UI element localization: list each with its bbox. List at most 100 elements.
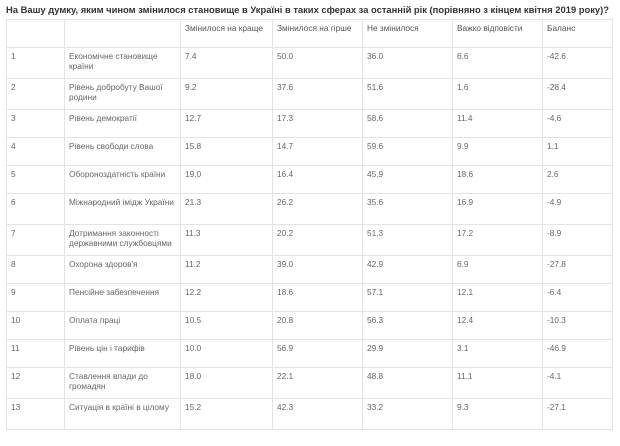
column-header-worse: Змінилося на гірше: [272, 19, 363, 48]
table-row: 6 Міжнародний імідж України 21.3 26.2 35.6 16…: [6, 193, 613, 225]
row-number: 10: [6, 311, 65, 340]
same-cell: 56.3: [362, 311, 453, 340]
table-row: 10 Оплата праці 10.5 20.8 56.3 12.4 -10.3: [6, 311, 613, 340]
hard-cell: 3.1: [452, 339, 543, 368]
same-cell: 51.3: [362, 224, 453, 256]
better-cell: 15.2: [180, 398, 273, 430]
row-number: 9: [6, 283, 65, 312]
same-cell: 36.0: [362, 47, 453, 79]
same-cell: 35.6: [362, 193, 453, 225]
sphere-cell: Ситуація в країні в цілому: [64, 398, 181, 430]
row-number: 1: [6, 47, 65, 79]
balance-cell: -4.9: [542, 193, 613, 225]
better-cell: 7.4: [180, 47, 273, 79]
same-cell: 59.6: [362, 137, 453, 166]
better-cell: 12.7: [180, 109, 273, 138]
hard-cell: 9.9: [452, 137, 543, 166]
table-row: 13 Ситуація в країні в цілому 15.2 42.3 33.2…: [6, 398, 613, 430]
hard-cell: 11.4: [452, 109, 543, 138]
column-header-better: Змінилося на краще: [180, 19, 273, 48]
worse-cell: 20.2: [272, 224, 363, 256]
table-header-row: Змінилося на краще Змінилося на гірше Не…: [6, 19, 613, 48]
better-cell: 18.0: [180, 367, 273, 399]
column-header: [64, 19, 181, 48]
same-cell: 33.2: [362, 398, 453, 430]
row-number: 5: [6, 165, 65, 194]
row-number: 11: [6, 339, 65, 368]
balance-cell: -10.3: [542, 311, 613, 340]
worse-cell: 50.0: [272, 47, 363, 79]
better-cell: 15.8: [180, 137, 273, 166]
column-header-hard: Важко відповісти: [452, 19, 543, 48]
worse-cell: 37.6: [272, 78, 363, 110]
balance-cell: 2.6: [542, 165, 613, 194]
hard-cell: 18.6: [452, 165, 543, 194]
results-table: Змінилося на краще Змінилося на гірше Не…: [6, 19, 613, 430]
sphere-cell: Рівень добробуту Вашої родини: [64, 78, 181, 110]
better-cell: 11.2: [180, 255, 273, 284]
same-cell: 57.1: [362, 283, 453, 312]
column-header: [6, 19, 65, 48]
hard-cell: 12.1: [452, 283, 543, 312]
row-number: 13: [6, 398, 65, 430]
sphere-cell: Ставлення влади до громадян: [64, 367, 181, 399]
hard-cell: 12.4: [452, 311, 543, 340]
row-number: 6: [6, 193, 65, 225]
worse-cell: 14.7: [272, 137, 363, 166]
same-cell: 45.9: [362, 165, 453, 194]
row-number: 8: [6, 255, 65, 284]
sphere-cell: Дотримання законності державними службов…: [64, 224, 181, 256]
table-row: 2 Рівень добробуту Вашої родини 9.2 37.6 51.…: [6, 78, 613, 110]
hard-cell: 9.3: [452, 398, 543, 430]
balance-cell: -8.9: [542, 224, 613, 256]
same-cell: 48.8: [362, 367, 453, 399]
better-cell: 10.5: [180, 311, 273, 340]
hard-cell: 16.9: [452, 193, 543, 225]
sphere-cell: Обороноздатність країни: [64, 165, 181, 194]
row-number: 12: [6, 367, 65, 399]
worse-cell: 42.3: [272, 398, 363, 430]
balance-cell: -27.8: [542, 255, 613, 284]
balance-cell: -28.4: [542, 78, 613, 110]
sphere-cell: Міжнародний імідж України: [64, 193, 181, 225]
balance-cell: -27.1: [542, 398, 613, 430]
sphere-cell: Охорона здоров'я: [64, 255, 181, 284]
table-row: 3 Рівень демократії 12.7 17.3 58.6 11.4 -4.6: [6, 109, 613, 138]
better-cell: 9.2: [180, 78, 273, 110]
same-cell: 42.9: [362, 255, 453, 284]
table-row: 1 Економічне становище країни 7.4 50.0 36.0 6…: [6, 47, 613, 79]
worse-cell: 18.6: [272, 283, 363, 312]
watermark: [440, 392, 560, 414]
balance-cell: -4.6: [542, 109, 613, 138]
page-title: На Вашу думку, яким чином змінилося стан…: [6, 4, 609, 15]
worse-cell: 26.2: [272, 193, 363, 225]
column-header-same: Не змінилося: [362, 19, 453, 48]
better-cell: 19.0: [180, 165, 273, 194]
table-row: 9 Пенсійне забезпечення 12.2 18.6 57.1 12.1 -6…: [6, 283, 613, 312]
better-cell: 10.0: [180, 339, 273, 368]
worse-cell: 56.9: [272, 339, 363, 368]
hard-cell: 6.9: [452, 255, 543, 284]
table-row: 4 Рівень свободи слова 15.8 14.7 59.6 9.9 1.1: [6, 137, 613, 166]
sphere-cell: Пенсійне забезпечення: [64, 283, 181, 312]
same-cell: 51.6: [362, 78, 453, 110]
better-cell: 12.2: [180, 283, 273, 312]
hard-cell: 6.6: [452, 47, 543, 79]
balance-cell: -4.1: [542, 367, 613, 399]
worse-cell: 22.1: [272, 367, 363, 399]
sphere-cell: Рівень свободи слова: [64, 137, 181, 166]
worse-cell: 39.0: [272, 255, 363, 284]
balance-cell: -42.6: [542, 47, 613, 79]
table-row: 8 Охорона здоров'я 11.2 39.0 42.9 6.9 -27.8: [6, 255, 613, 284]
hard-cell: 17.2: [452, 224, 543, 256]
sphere-cell: Оплата праці: [64, 311, 181, 340]
same-cell: 29.9: [362, 339, 453, 368]
table-row: 7 Дотримання законності державними службо…: [6, 224, 613, 256]
balance-cell: 1.1: [542, 137, 613, 166]
balance-cell: -46.9: [542, 339, 613, 368]
table-row: 12 Ставлення влади до громадян 18.0 22.1 48.…: [6, 367, 613, 399]
hard-cell: 1.6: [452, 78, 543, 110]
sphere-cell: Рівень цін і тарифів: [64, 339, 181, 368]
column-header-balance: Баланс: [542, 19, 613, 48]
better-cell: 11.3: [180, 224, 273, 256]
